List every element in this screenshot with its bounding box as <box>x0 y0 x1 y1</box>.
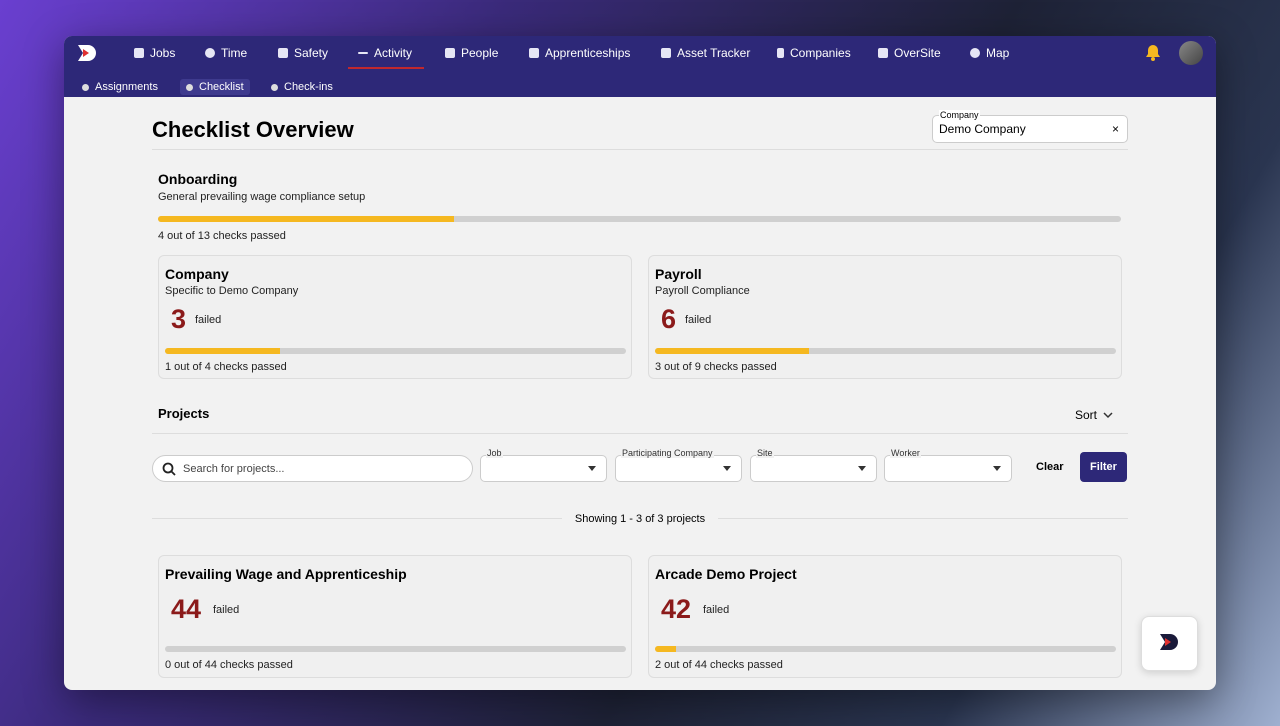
divider <box>718 518 1128 519</box>
failed-count: 42 <box>661 594 692 624</box>
top-nav: Jobs Time Safety Activity People Apprent… <box>64 36 1216 97</box>
filter-button[interactable]: Filter <box>1080 452 1127 482</box>
search-icon <box>162 462 176 476</box>
search-input[interactable]: Search for projects... <box>152 455 473 482</box>
nav-item[interactable]: People <box>445 46 498 60</box>
filter-label: Worker <box>890 448 921 458</box>
nav-label: Time <box>221 46 248 60</box>
launcher-logo <box>1160 634 1178 650</box>
sort-label: Sort <box>1075 408 1098 422</box>
logo <box>78 45 96 61</box>
chevron <box>1103 412 1113 419</box>
filter-label: Site <box>756 448 774 458</box>
nav-label: Apprenticeships <box>545 46 631 60</box>
progress-fill <box>165 348 281 354</box>
card-title: Prevailing Wage and Apprenticeship <box>165 566 407 582</box>
subnav-item[interactable]: Checklist <box>180 79 250 95</box>
progress-label: 2 out of 44 checks passed <box>655 659 783 671</box>
progress-track <box>165 646 626 652</box>
progress-label: 0 out of 44 checks passed <box>165 659 293 671</box>
failed-count: 44 <box>171 594 202 624</box>
section-subtitle: General prevailing wage compliance setup <box>158 191 366 203</box>
filter-select[interactable]: Job <box>480 448 607 482</box>
subnav-label: Check-ins <box>284 81 333 93</box>
nav-item[interactable]: Safety <box>278 46 328 60</box>
card[interactable]: Company Specific to Demo Company 3 failed 1 … <box>158 255 632 379</box>
section-title: Projects <box>158 406 210 421</box>
nav-item[interactable]: Jobs <box>134 46 175 60</box>
failed-label: failed <box>703 604 730 616</box>
progress-track <box>158 216 1121 222</box>
clear-button[interactable]: Clear <box>1036 461 1064 473</box>
progress-track <box>655 646 1116 652</box>
active-underline <box>348 67 424 69</box>
divider <box>152 433 1128 434</box>
nav-item[interactable]: Time <box>205 46 247 60</box>
failed-label: failed <box>195 314 222 326</box>
result-count: Showing 1 - 3 of 3 projects <box>574 513 706 525</box>
clear-icon[interactable]: × <box>1111 122 1119 136</box>
search-placeholder: Search for projects... <box>183 463 285 475</box>
card-subtitle: Payroll Compliance <box>655 285 750 297</box>
card-title: Company <box>165 266 229 282</box>
failed-count: 6 <box>661 304 677 334</box>
company-select[interactable]: Company Demo Company × <box>932 110 1128 143</box>
subnav-item[interactable]: Check-ins <box>265 79 339 95</box>
filter-select[interactable]: Site <box>750 448 877 482</box>
nav-item[interactable]: Apprenticeships <box>529 46 630 60</box>
nav-label: Jobs <box>150 46 176 60</box>
failed-label: failed <box>213 604 240 616</box>
filter-label: Job <box>486 448 503 458</box>
nav-label: Map <box>986 46 1010 60</box>
progress-label: 4 out of 13 checks passed <box>158 230 286 242</box>
nav-item[interactable]: Activity <box>358 46 412 60</box>
sort-button[interactable]: Sort <box>1075 408 1113 422</box>
page-title: Checklist Overview <box>152 117 354 142</box>
filter-select[interactable]: Participating Company <box>615 448 742 482</box>
card[interactable]: Payroll Payroll Compliance 6 failed 3 out of… <box>648 255 1122 379</box>
card[interactable]: Prevailing Wage and Apprenticeship 44 fail… <box>158 555 632 678</box>
select-value: Demo Company <box>939 122 1026 136</box>
nav-label: People <box>461 46 499 60</box>
card-title: Arcade Demo Project <box>655 566 797 582</box>
nav-item[interactable]: Asset Tracker <box>661 46 750 60</box>
nav-item[interactable]: Map <box>970 46 1009 60</box>
progress-label: 1 out of 4 checks passed <box>165 361 287 373</box>
nav-item[interactable]: OverSite <box>878 46 941 60</box>
failed-count: 3 <box>171 304 187 334</box>
help-launcher[interactable] <box>1141 616 1198 671</box>
nav-label: Asset Tracker <box>677 46 751 60</box>
app-window: Jobs Time Safety Activity People Apprent… <box>64 36 1216 690</box>
notifications[interactable] <box>1145 44 1161 61</box>
failed-label: failed <box>685 314 712 326</box>
filter-label: Participating Company <box>621 448 714 458</box>
divider <box>152 518 562 519</box>
filter-select[interactable]: Worker <box>884 448 1012 482</box>
nav-item[interactable]: Companies <box>777 46 851 60</box>
divider <box>152 149 1128 150</box>
progress-label: 3 out of 9 checks passed <box>655 361 777 373</box>
progress-fill <box>655 646 676 652</box>
progress-track <box>655 348 1116 354</box>
card-title: Payroll <box>655 266 702 282</box>
nav-label: Safety <box>294 46 329 60</box>
card[interactable]: Arcade Demo Project 42 failed 2 out of 44 c… <box>648 555 1122 678</box>
nav-label: OverSite <box>894 46 941 60</box>
progress-fill <box>655 348 809 354</box>
avatar[interactable] <box>1179 41 1203 65</box>
select-label: Company <box>939 110 980 120</box>
subnav-label: Checklist <box>199 81 244 93</box>
progress-fill <box>158 216 455 222</box>
nav-label: Companies <box>790 46 851 60</box>
card-subtitle: Specific to Demo Company <box>165 285 299 297</box>
progress-track <box>165 348 626 354</box>
section-title: Onboarding <box>158 171 238 187</box>
nav-label: Activity <box>374 46 413 60</box>
subnav-item[interactable]: Assignments <box>76 79 164 95</box>
subnav-label: Assignments <box>95 81 158 93</box>
